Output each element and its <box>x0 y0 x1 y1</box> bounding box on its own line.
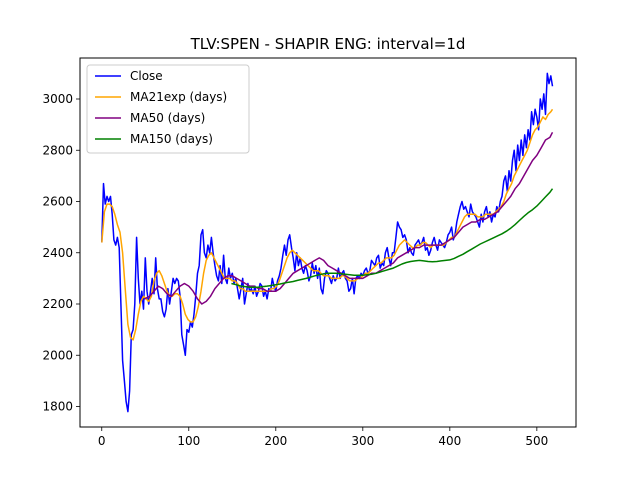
y-tick-label: 2800 <box>42 143 73 157</box>
plot-lines <box>101 72 554 413</box>
y-tick-label: 3000 <box>42 92 73 106</box>
y-tick-label: 2400 <box>42 246 73 260</box>
x-tick-label: 500 <box>525 434 548 448</box>
plot-frame <box>79 57 577 428</box>
legend-box <box>86 64 250 154</box>
y-tick-label: 1800 <box>42 400 73 414</box>
y-tick-label: 2200 <box>42 297 73 311</box>
x-tick-label: 400 <box>438 434 461 448</box>
x-axis: 0 100 200 300 400 500 <box>98 427 548 448</box>
x-tick-label: 100 <box>177 434 200 448</box>
series-line-1 <box>101 108 554 341</box>
series-line-3 <box>231 188 554 289</box>
x-tick-label: 200 <box>264 434 287 448</box>
legend-label-3: MA150 (days) <box>130 132 213 146</box>
legend-label-1: MA21exp (days) <box>130 90 227 104</box>
chart-title: TLV:SPEN - SHAPIR ENG: interval=1d <box>190 35 466 53</box>
x-tick-label: 0 <box>98 434 106 448</box>
y-tick-label: 2000 <box>42 348 73 362</box>
legend-label-2: MA50 (days) <box>130 111 205 125</box>
y-axis: 1800 2000 2200 2400 2600 2800 3000 <box>42 92 80 414</box>
legend: Close MA21exp (days) MA50 (days) MA150 (day… <box>86 64 250 154</box>
series-line-2 <box>144 131 554 305</box>
legend-label-0: Close <box>130 69 163 83</box>
x-tick-label: 300 <box>351 434 374 448</box>
y-tick-label: 2600 <box>42 195 73 209</box>
